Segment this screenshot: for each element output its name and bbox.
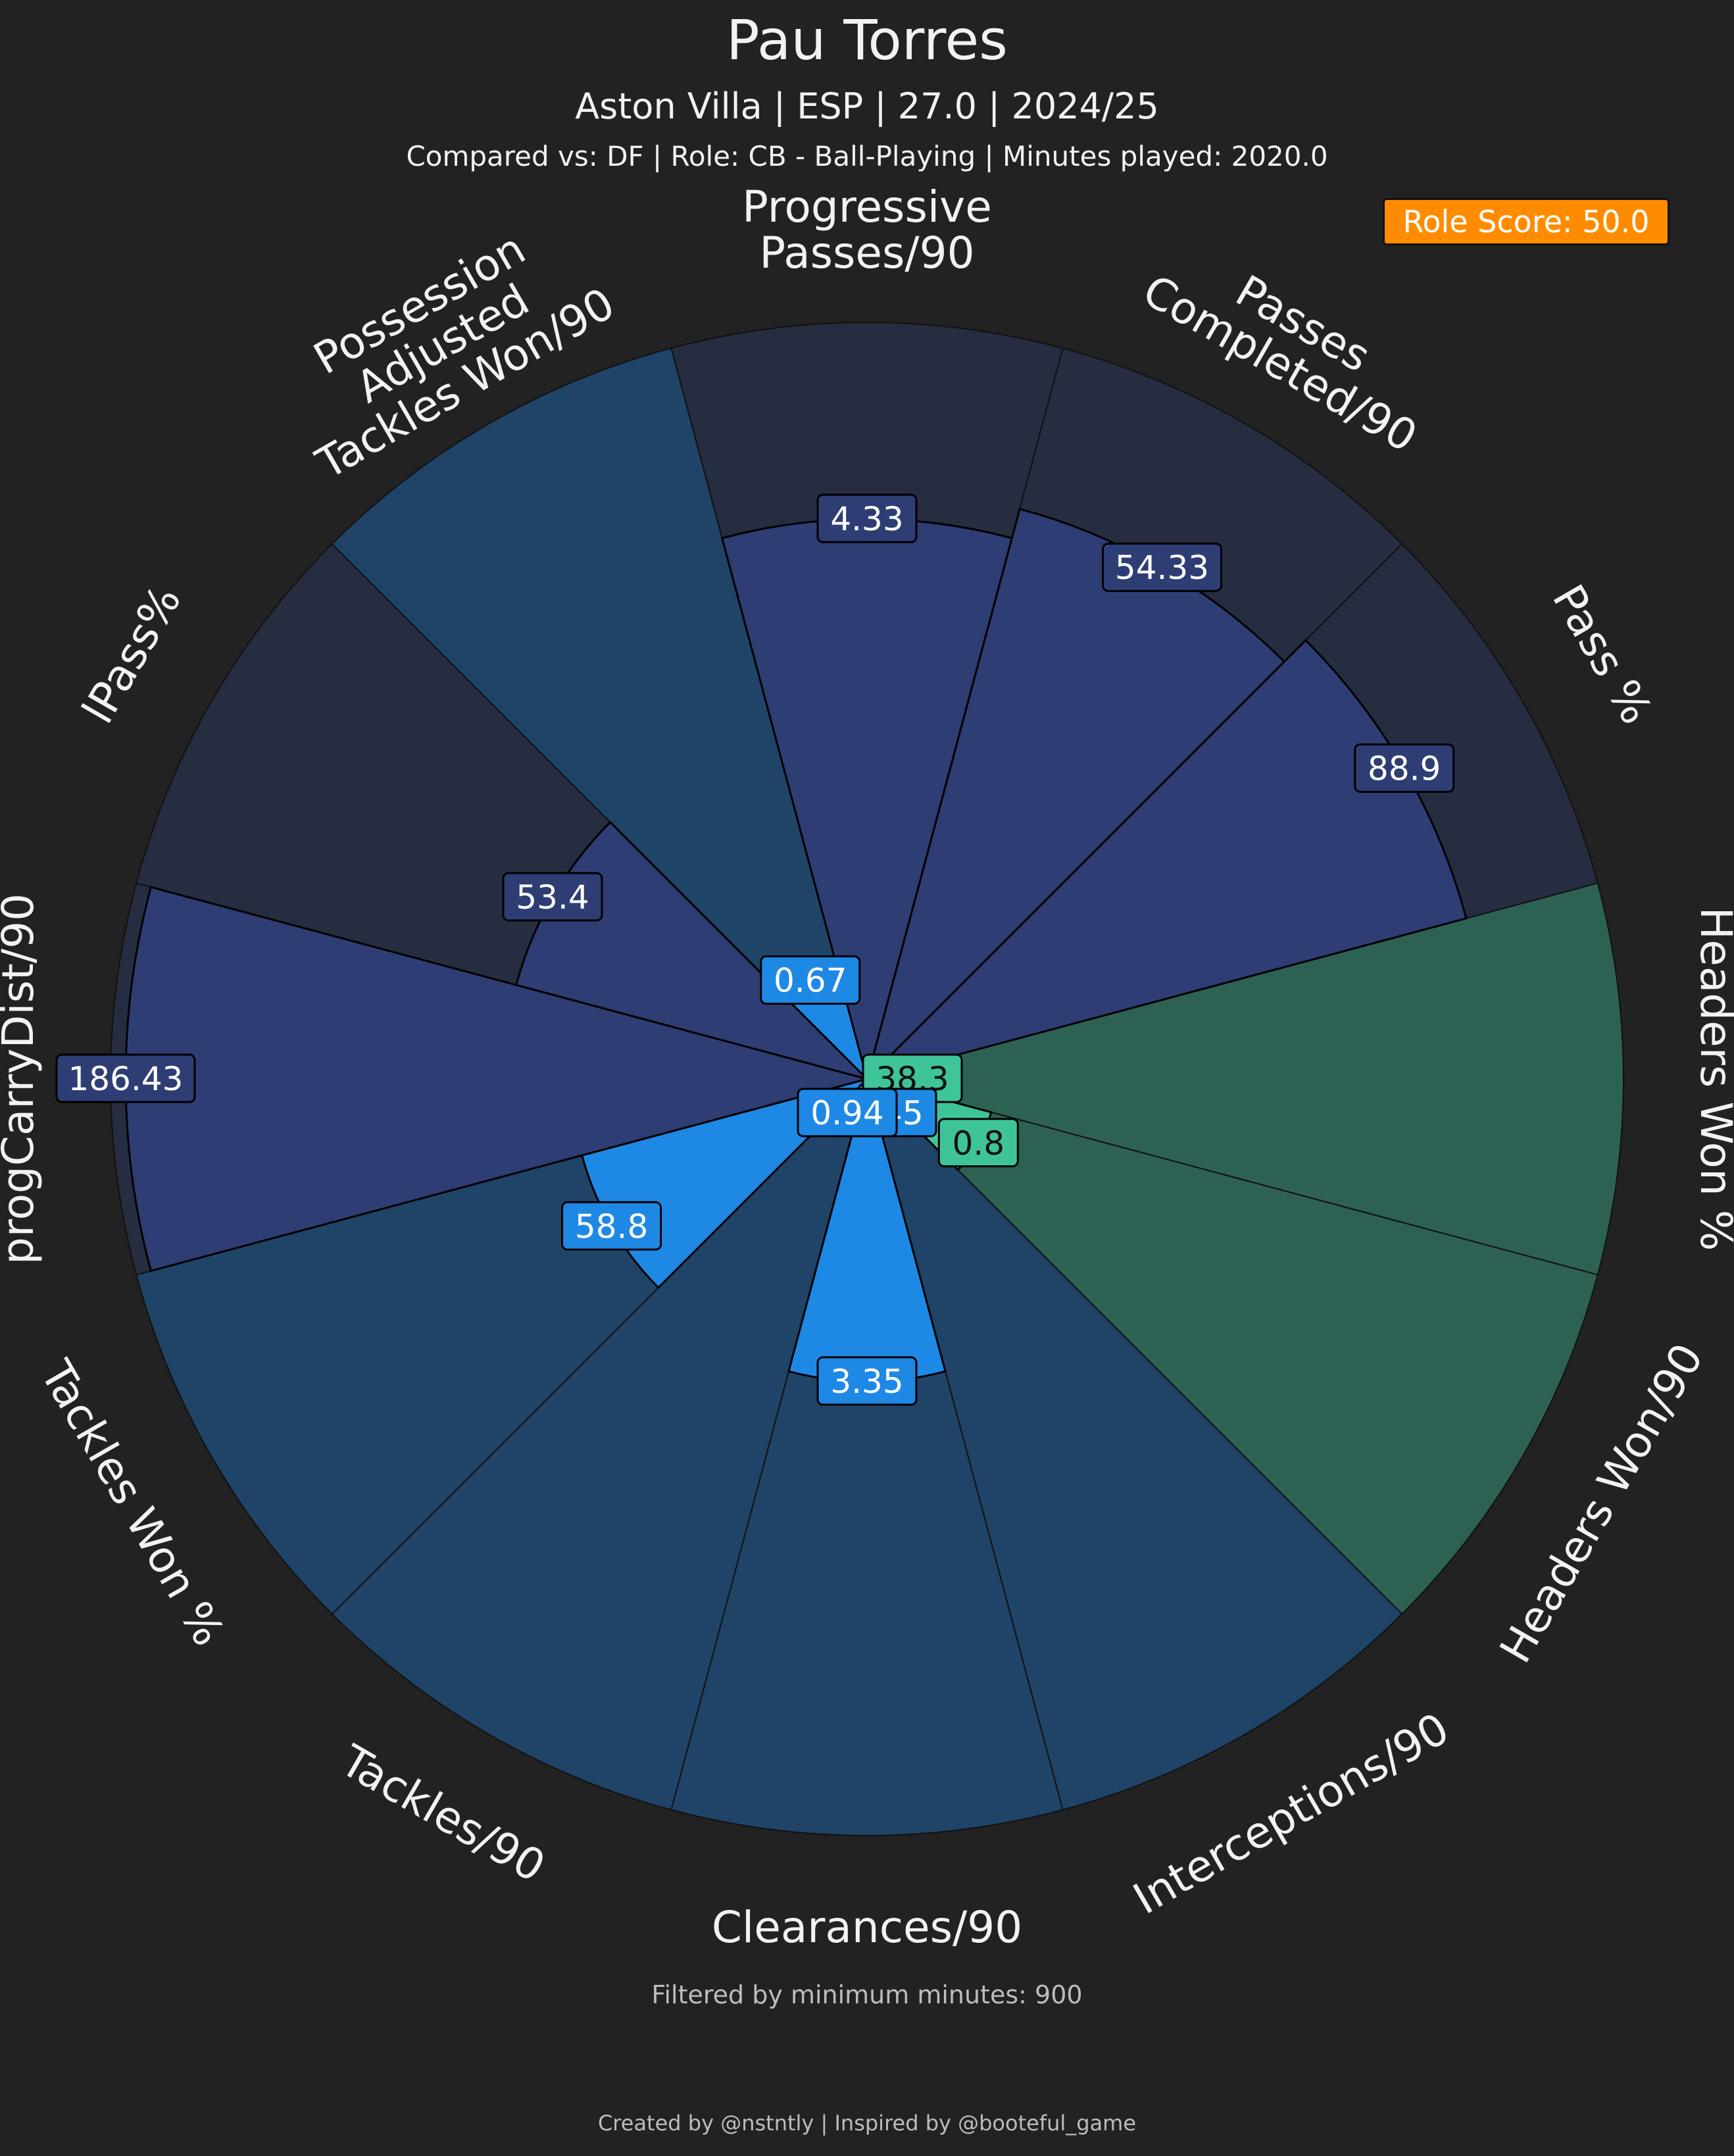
background-wedge <box>331 1076 868 1811</box>
value-label: 186.43 <box>55 1053 196 1103</box>
category-label: lPass% <box>72 577 191 732</box>
svg-text:53.4: 53.4 <box>516 878 589 916</box>
svg-text:3.35: 3.35 <box>830 1363 903 1401</box>
svg-text:58.8: 58.8 <box>575 1207 648 1245</box>
background-wedge <box>864 882 1624 1276</box>
category-label: Tackles/90 <box>332 1735 553 1892</box>
value-label: 58.8 <box>561 1201 662 1251</box>
background-wedge <box>670 1076 1064 1836</box>
category-label: Clearances/90 <box>712 1902 1022 1953</box>
filter-note: Filtered by minimum minutes: 900 <box>651 1980 1083 2009</box>
value-label: 88.9 <box>1354 743 1455 793</box>
svg-text:4.33: 4.33 <box>830 500 903 538</box>
value-label: 53.4 <box>502 872 603 922</box>
background-wedge <box>866 1076 1403 1811</box>
chart-title: Pau Torres <box>726 8 1008 72</box>
value-label: 0.8 <box>937 1118 1019 1168</box>
value-label: 54.33 <box>1102 542 1222 592</box>
background-wedge <box>331 347 868 1082</box>
category-label: Headers Won % <box>1691 907 1734 1251</box>
role-score-badge: Role Score: 50.0 <box>1383 198 1670 245</box>
svg-text:54.33: 54.33 <box>1115 549 1209 587</box>
chart-subtitle: Aston Villa | ESP | 27.0 | 2024/25 <box>575 86 1159 127</box>
category-label: Progressive Passes/90 <box>742 182 992 278</box>
category-label: Pass % <box>1543 576 1662 732</box>
value-label: 0.67 <box>760 955 861 1005</box>
value-label: 4.33 <box>816 493 918 543</box>
comparison-info: Compared vs: DF | Role: CB - Ball-Playin… <box>406 140 1328 172</box>
credit-note: Created by @nstntly | Inspired by @boote… <box>597 2111 1137 2136</box>
background-wedge <box>864 1078 1599 1615</box>
svg-text:0.67: 0.67 <box>774 962 847 1000</box>
category-label: progCarryDist/90 <box>0 893 43 1265</box>
svg-text:186.43: 186.43 <box>68 1060 184 1098</box>
svg-text:88.9: 88.9 <box>1368 750 1441 788</box>
svg-text:0.8: 0.8 <box>953 1124 1005 1163</box>
svg-text:0.94: 0.94 <box>810 1094 883 1132</box>
value-label: 3.35 <box>816 1356 918 1406</box>
value-label: 0.94 <box>797 1088 898 1138</box>
